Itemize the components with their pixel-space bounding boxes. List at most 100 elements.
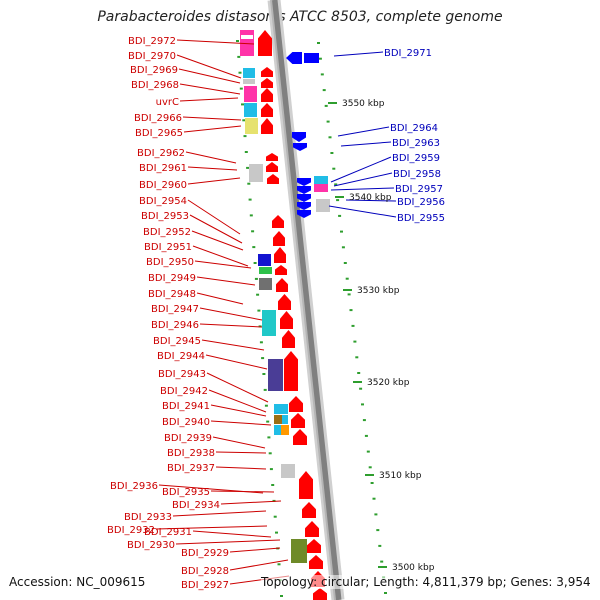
gene-label-BDI_2963: BDI_2963: [392, 138, 440, 149]
gc-tick-left: [242, 119, 246, 122]
gc-tick-right: [322, 89, 326, 92]
plus-strand-gene-arrow: [261, 88, 273, 102]
gene-label-BDI_2928: BDI_2928: [181, 566, 229, 577]
gc-tick-right: [347, 293, 351, 296]
gene-feature-box: [262, 310, 276, 336]
gene-label-BDI_2956: BDI_2956: [397, 197, 445, 208]
gc-tick-right: [332, 167, 336, 170]
gene-feature-box: [241, 35, 253, 39]
gc-tick-left: [252, 246, 256, 249]
gene-label-BDI_2936: BDI_2936: [110, 481, 158, 492]
gene-feature-box: [316, 199, 330, 212]
scale-tick: [353, 381, 362, 383]
label-leader-line: [208, 389, 267, 413]
gc-tick-right: [326, 120, 330, 123]
gene-feature-box: [291, 539, 307, 563]
gc-tick-left: [277, 563, 281, 566]
gc-tick-right: [341, 246, 345, 249]
label-leader-line: [194, 260, 252, 269]
label-leader-line: [205, 354, 268, 370]
label-leader-line: [330, 156, 392, 183]
gene-label-BDI_2966: BDI_2966: [134, 113, 182, 124]
gc-tick-right: [317, 42, 320, 44]
label-leader-line: [328, 205, 397, 218]
minus-strand-gene-arrow: [297, 210, 311, 218]
minus-strand-gene-arrow: [304, 53, 319, 63]
plus-strand-gene-arrow: [299, 471, 313, 499]
gene-label-BDI_2957: BDI_2957: [395, 184, 443, 195]
plus-strand-gene-arrow: [302, 502, 316, 518]
label-leader-line: [210, 420, 272, 426]
gc-tick-left: [236, 40, 239, 42]
gc-tick-right: [328, 136, 332, 139]
gc-tick-right: [364, 434, 368, 437]
gc-tick-right: [340, 230, 343, 233]
gene-label-BDI_2971: BDI_2971: [384, 48, 432, 59]
minus-strand-gene-arrow: [297, 186, 311, 194]
gc-tick-right: [359, 387, 363, 390]
gene-label-BDI_2939: BDI_2939: [164, 433, 212, 444]
gene-label-BDI_2945: BDI_2945: [153, 336, 201, 347]
scale-tick: [335, 196, 344, 198]
gene-label-BDI_2947: BDI_2947: [151, 304, 199, 315]
gene-label-BDI_2927: BDI_2927: [181, 580, 229, 591]
plus-strand-gene-arrow: [313, 588, 327, 600]
gene-feature-box: [282, 415, 288, 424]
gene-label-BDI_2965: BDI_2965: [135, 128, 183, 139]
label-leader-line: [155, 525, 268, 530]
gc-tick-left: [258, 325, 262, 328]
gene-label-BDI_2951: BDI_2951: [144, 242, 192, 253]
gc-tick-left: [259, 341, 263, 344]
gene-label-BDI_2929: BDI_2929: [181, 548, 229, 559]
scale-labels: 3550 kbp 3540 kbp 3530 kbp 3520 kbp 3510 kbp…: [328, 99, 435, 573]
gc-tick-right: [345, 277, 349, 280]
label-leader-line: [189, 214, 243, 244]
gc-tick-left: [271, 484, 275, 486]
gene-label-BDI_2931: BDI_2931: [144, 527, 192, 538]
gc-tick-left: [275, 531, 278, 534]
gene-feature-box: [259, 267, 272, 274]
plus-strand-gene-arrow: [307, 539, 321, 553]
scale-label: 3500 kbp: [392, 563, 435, 573]
gene-label-BDI_2938: BDI_2938: [167, 448, 215, 459]
plus-strand-gene-arrow: [258, 30, 272, 56]
plus-strand-gene-arrow: [291, 413, 305, 428]
scale-tick: [343, 289, 352, 291]
gene-label-BDI_2969: BDI_2969: [130, 65, 178, 76]
gene-label-BDI_2934: BDI_2934: [172, 500, 220, 511]
gene-feature-box: [274, 404, 288, 414]
gc-tick-left: [239, 87, 243, 90]
gc-tick-left: [238, 71, 242, 74]
scale-label: 3510 kbp: [379, 471, 422, 481]
gene-feature-box: [259, 278, 272, 290]
label-leader-line: [333, 172, 393, 187]
gc-tick-right: [368, 466, 372, 469]
gc-tick-right: [370, 482, 374, 484]
gene-label-BDI_2930: BDI_2930: [127, 540, 175, 551]
label-leader-line: [187, 177, 241, 185]
genome-backbone: [267, 0, 345, 600]
gene-feature-box: [249, 164, 263, 182]
gc-tick-right: [376, 529, 380, 532]
gc-tick-right: [351, 324, 355, 327]
scale-label: 3550 kbp: [342, 99, 385, 109]
label-leader-line: [212, 436, 266, 449]
label-leader-line: [210, 490, 275, 493]
gene-label-BDI_2960: BDI_2960: [139, 180, 187, 191]
gene-label-BDI_2952: BDI_2952: [143, 227, 191, 238]
gene-label-BDI_2942: BDI_2942: [160, 386, 208, 397]
gene-label-BDI_2949: BDI_2949: [148, 273, 196, 284]
gc-tick-right: [338, 214, 342, 217]
plus-strand-gene-arrow: [309, 555, 323, 569]
label-leader-line: [196, 292, 244, 305]
label-leader-line: [215, 466, 267, 470]
gene-label-BDI_2940: BDI_2940: [162, 417, 210, 428]
gene-label-BDI_2970: BDI_2970: [128, 51, 176, 62]
gene-label-BDI_2962: BDI_2962: [137, 148, 185, 159]
backbone-line: [270, 0, 342, 600]
label-leader-line: [199, 323, 263, 328]
label-leader-line: [187, 199, 241, 235]
topology-text: Topology: circular; Length: 4,811,379 bp…: [261, 575, 591, 589]
gene-feature-box: [281, 425, 289, 435]
gc-tick-right: [378, 544, 382, 547]
